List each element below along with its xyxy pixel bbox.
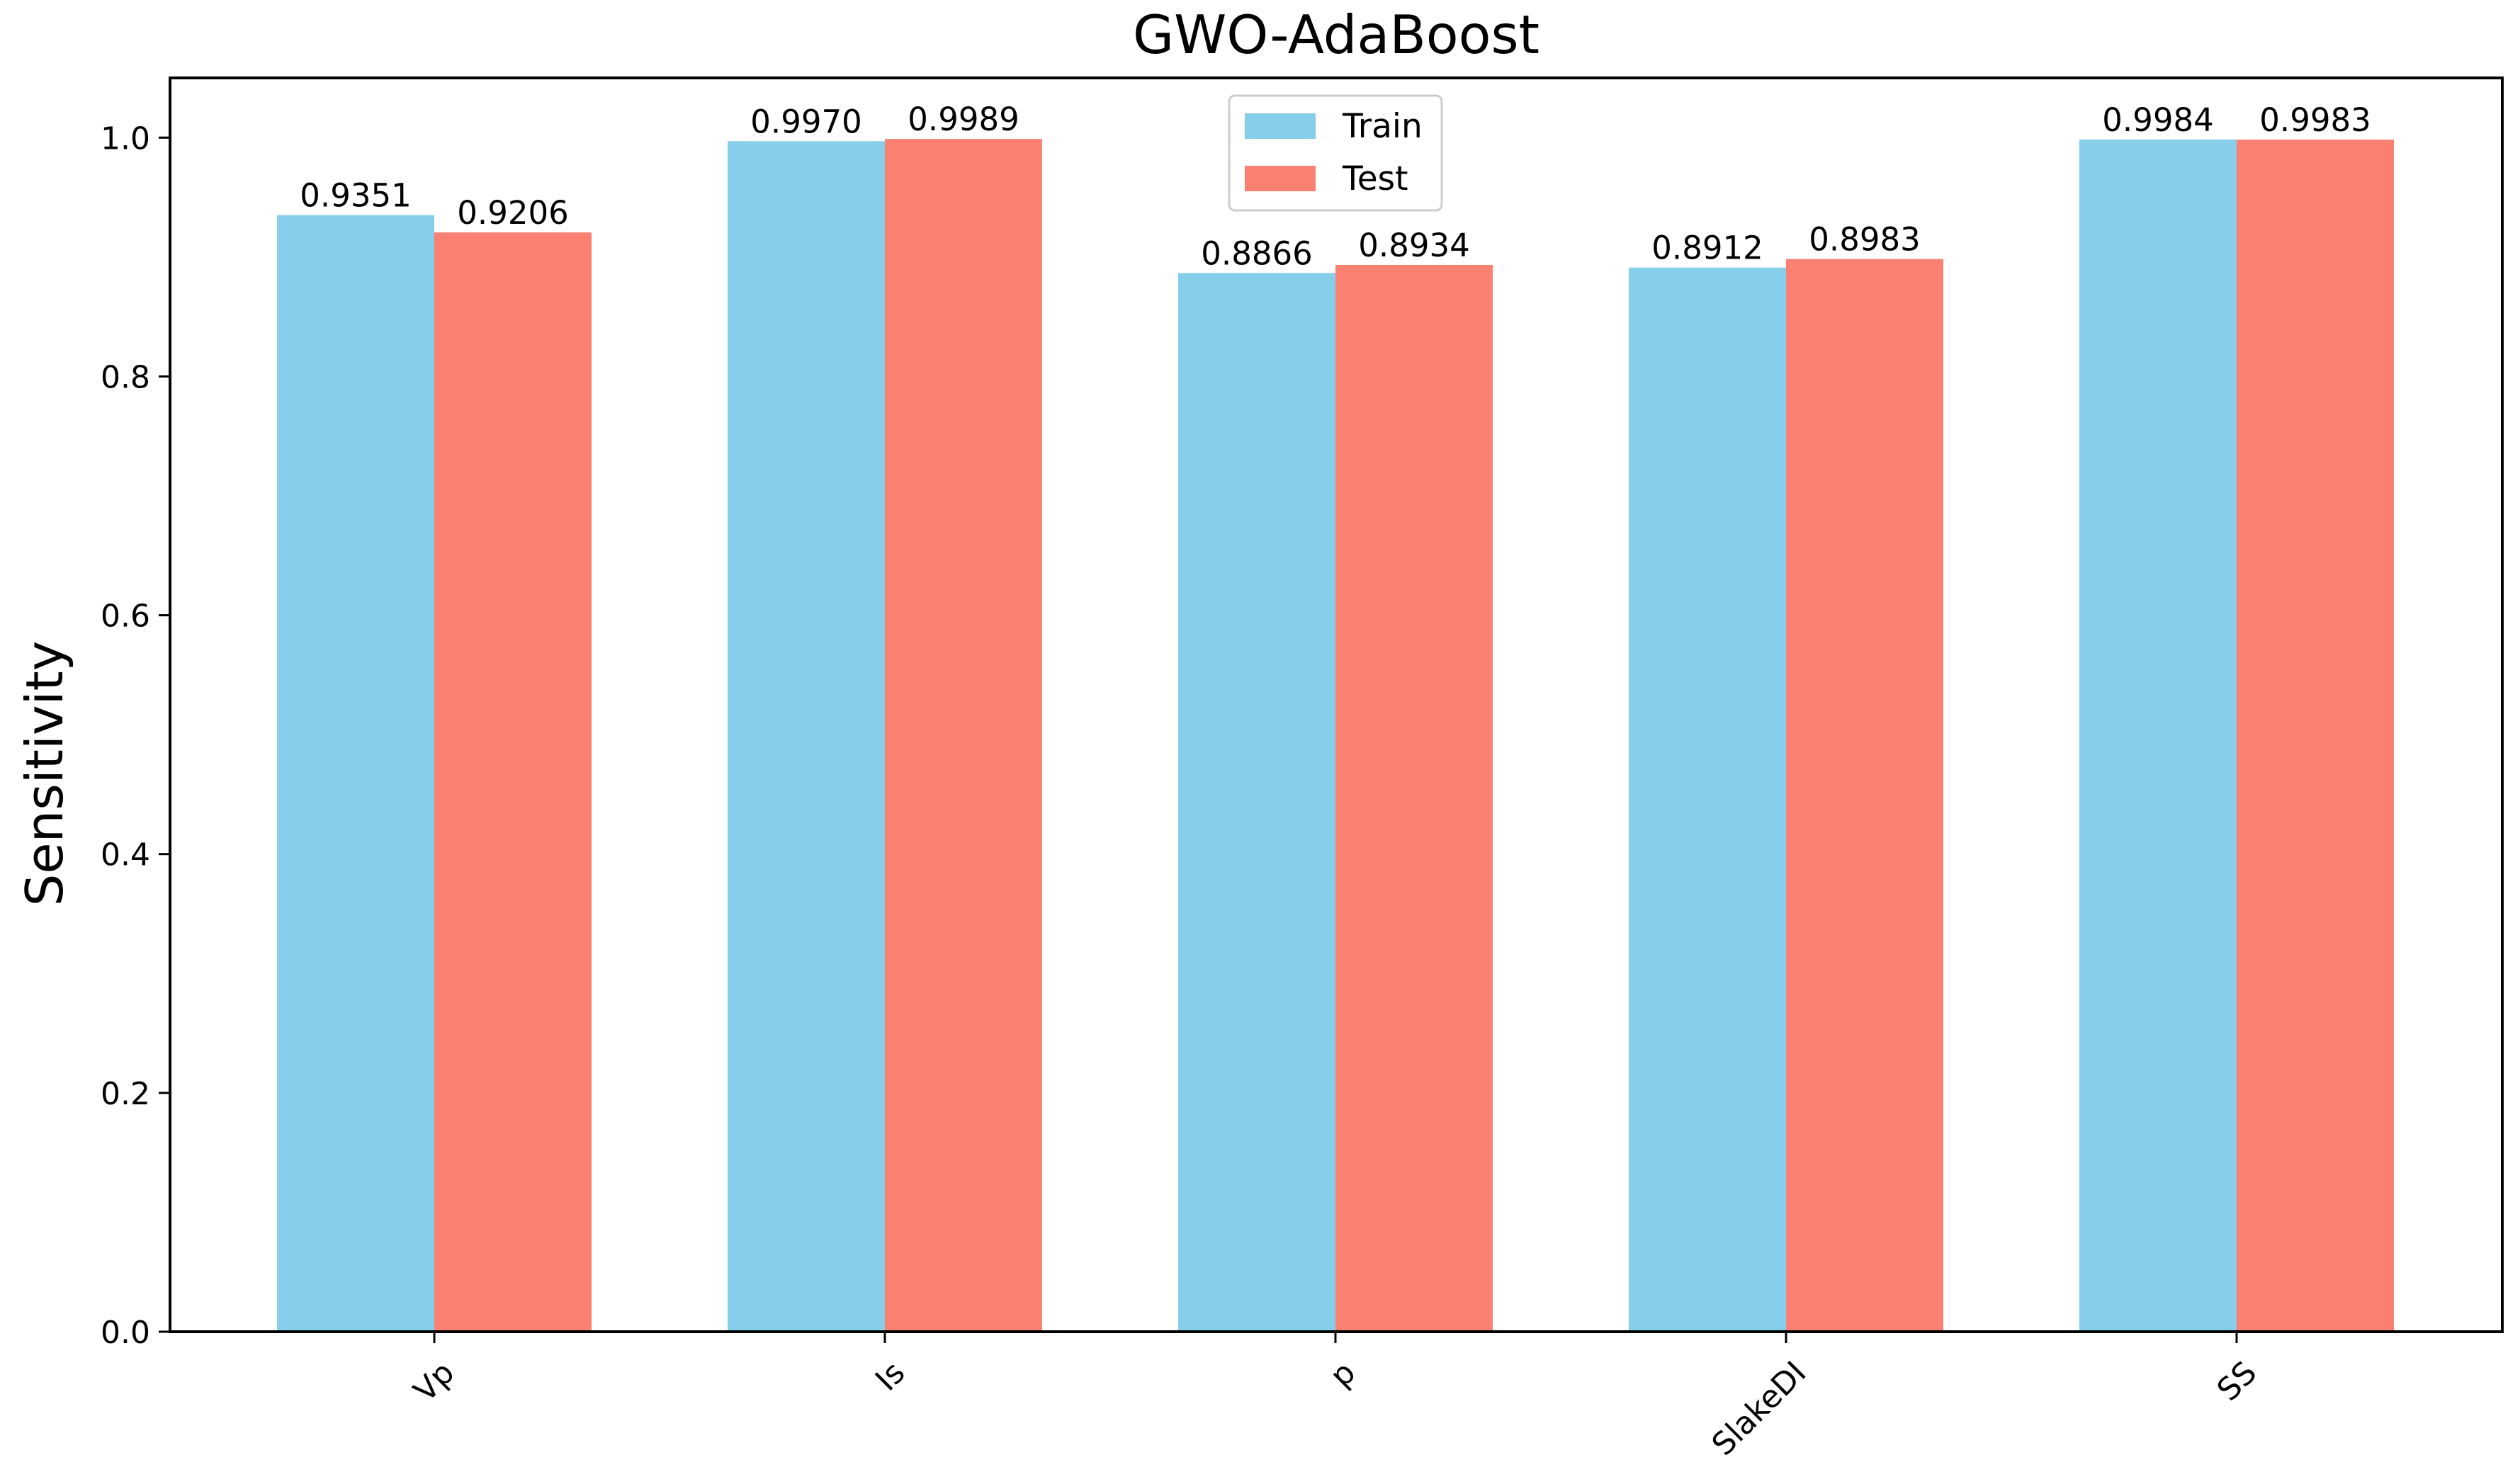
legend-swatch-test: [1245, 166, 1316, 191]
bar-train-ss: [2079, 139, 2237, 1332]
data-labels-group: 0.9351 0.9206 0.9970 0.9989 0.8866 0.8934 0.89…: [300, 101, 2371, 272]
x-axis: Vp Is p SlakeDI SS: [407, 1332, 2264, 1463]
data-label-train-vp: 0.9351: [300, 177, 411, 215]
plot-frame: [169, 77, 2504, 1333]
bar-test-p: [1335, 264, 1493, 1332]
bar-test-is: [885, 139, 1042, 1332]
bar-test-slakedi: [1786, 259, 1943, 1332]
y-tick-label: 0.4: [101, 837, 150, 873]
data-label-train-ss: 0.9984: [2102, 101, 2213, 139]
y-tick-label: 1.0: [101, 120, 150, 157]
x-tick-label-vp: Vp: [407, 1354, 461, 1409]
data-label-test-is: 0.9989: [908, 101, 1019, 138]
bar-train-vp: [277, 215, 434, 1332]
y-tick-label: 0.0: [101, 1315, 150, 1351]
y-axis-title: Sensitivity: [15, 641, 74, 907]
bars-group: [277, 139, 2394, 1332]
y-tick-label: 0.6: [101, 599, 150, 635]
legend-label-test: Test: [1342, 159, 1408, 198]
chart-title: GWO-AdaBoost: [1133, 4, 1539, 66]
data-label-test-slakedi: 0.8983: [1809, 221, 1920, 259]
bar-train-p: [1178, 273, 1335, 1332]
legend-swatch-train: [1245, 113, 1316, 139]
bar-train-is: [728, 141, 885, 1332]
bar-train-slakedi: [1629, 267, 1786, 1332]
data-label-test-ss: 0.9983: [2259, 101, 2371, 139]
bar-test-ss: [2237, 140, 2394, 1332]
data-label-train-slakedi: 0.8912: [1651, 230, 1763, 267]
y-tick-label: 0.8: [101, 359, 150, 395]
y-tick-label: 0.2: [101, 1076, 150, 1112]
x-tick-label-p: p: [1323, 1354, 1363, 1394]
y-axis: 0.0 0.2 0.4 0.6 0.8 1.0: [101, 120, 170, 1351]
legend-label-train: Train: [1342, 107, 1423, 146]
x-tick-label-is: Is: [869, 1354, 912, 1398]
data-label-train-is: 0.9970: [750, 103, 861, 140]
legend: Train Test: [1228, 94, 1443, 212]
x-tick-label-ss: SS: [2210, 1354, 2264, 1408]
data-label-test-p: 0.8934: [1358, 227, 1469, 264]
data-label-test-vp: 0.9206: [457, 194, 568, 232]
data-label-train-p: 0.8866: [1201, 234, 1312, 272]
bar-test-vp: [434, 232, 592, 1332]
x-tick-label-slakedi: SlakeDI: [1705, 1354, 1814, 1463]
